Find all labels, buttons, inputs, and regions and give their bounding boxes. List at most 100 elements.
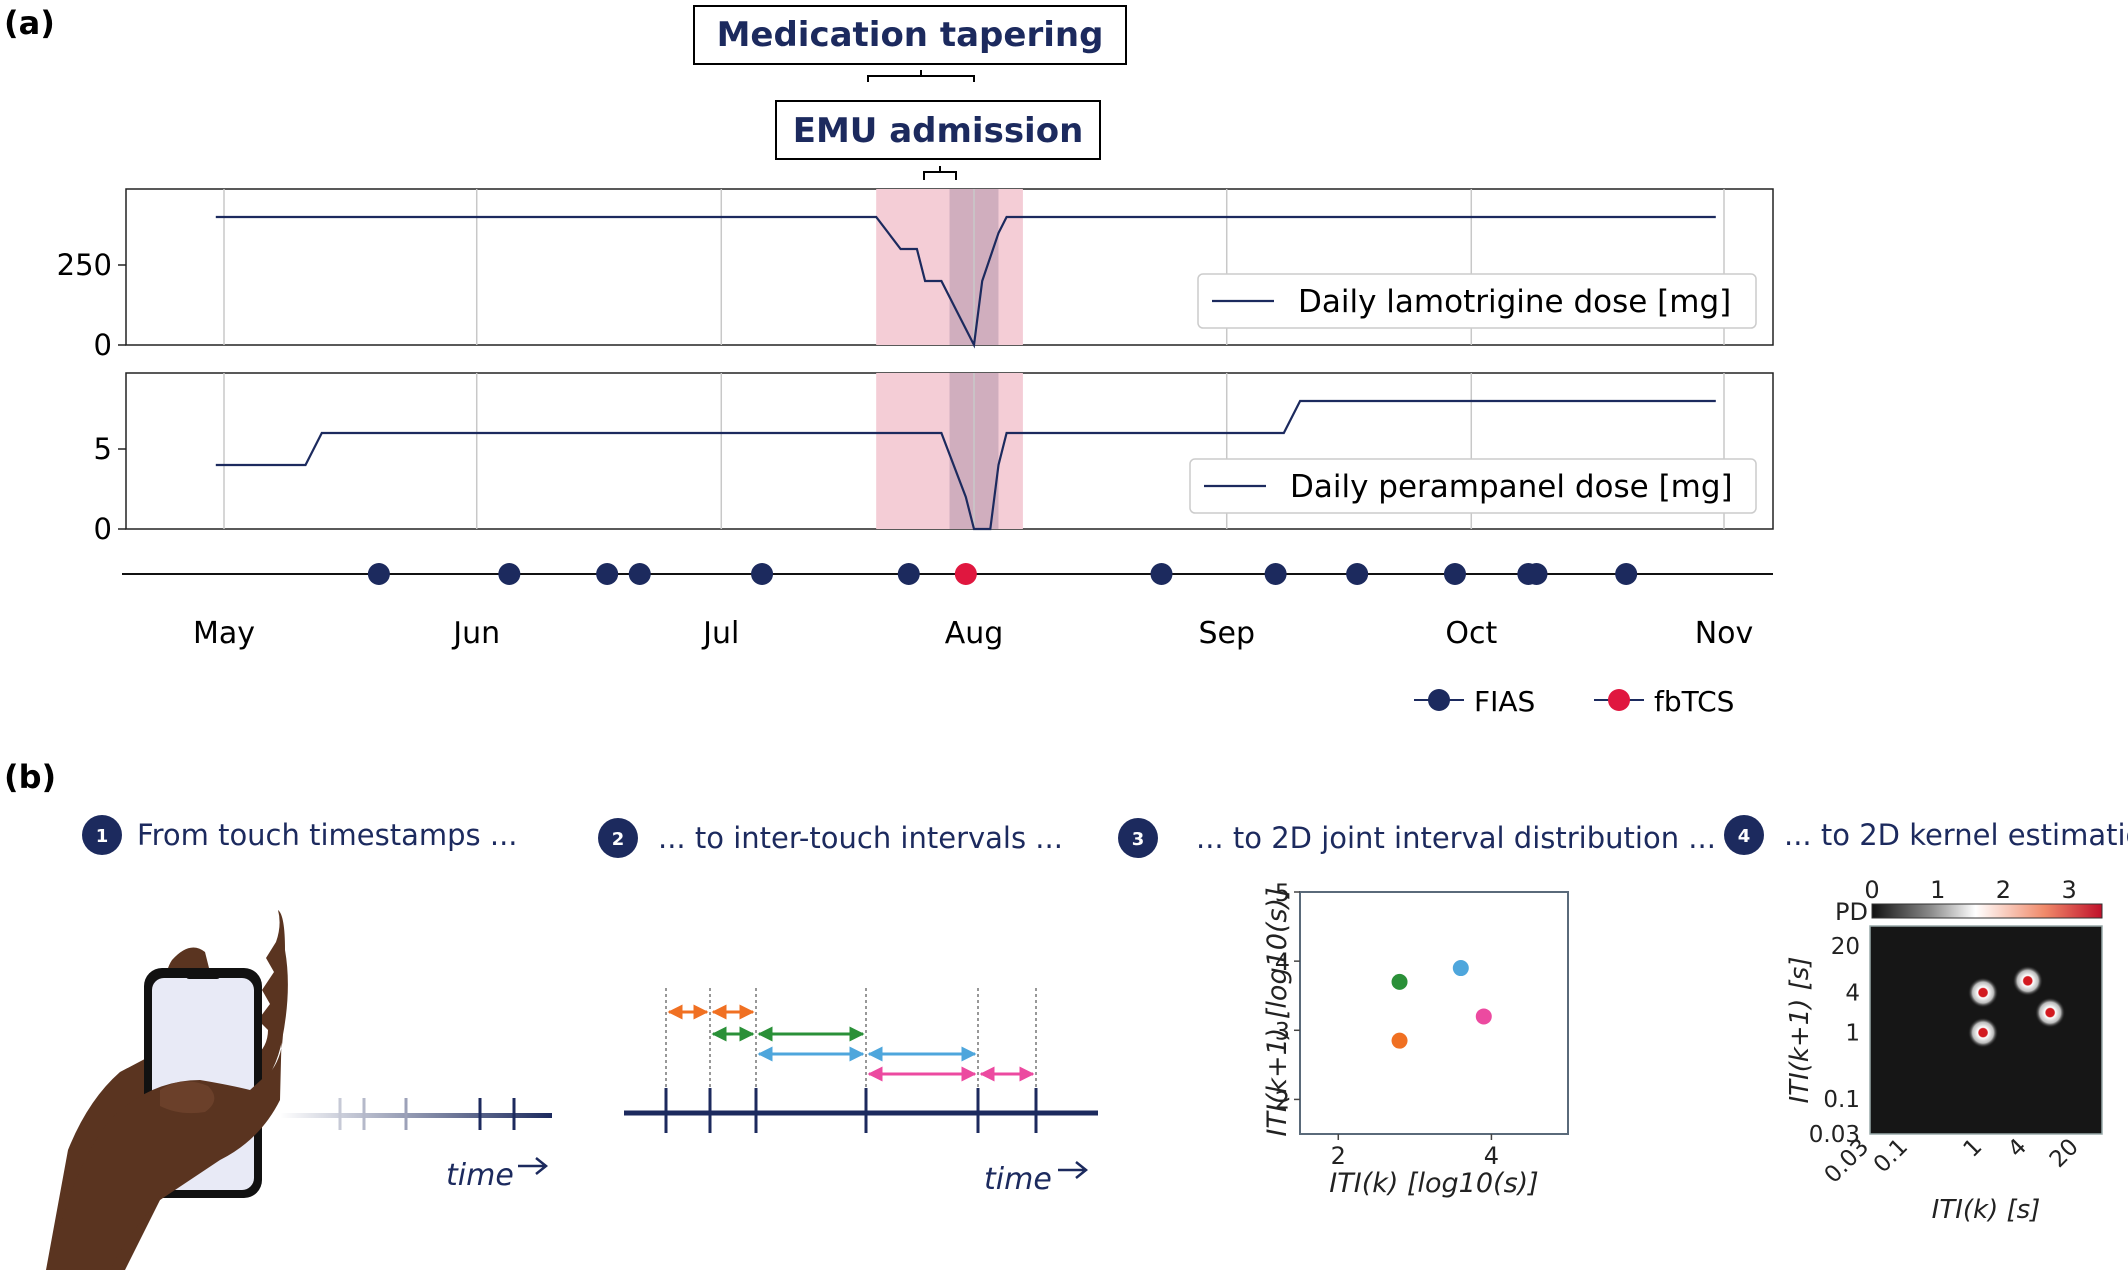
scatter-ytick-label: 5	[1275, 879, 1290, 907]
fias-point	[596, 563, 619, 585]
fias-point	[498, 563, 521, 585]
step-2-header: 2 ... to inter-touch intervals ...	[598, 818, 1063, 858]
scatter-point-orange	[1391, 1032, 1408, 1049]
fias-point	[897, 563, 920, 585]
fias-point	[751, 563, 774, 585]
scatter-ytick-label: 4	[1275, 948, 1290, 976]
kernel-xtick-label: 1	[1959, 1134, 1988, 1163]
colorbar-tick-label: 3	[2062, 876, 2077, 904]
annotation-emu-admission-text: EMU admission	[793, 111, 1084, 151]
legend-fbtcs-marker	[1608, 689, 1630, 711]
fias-point	[628, 563, 651, 585]
kernel-xtick-label: 4	[2003, 1134, 2032, 1163]
fias-point	[1264, 563, 1287, 585]
legend-text: Daily perampanel dose [mg]	[1290, 469, 1733, 505]
fias-point	[1346, 563, 1369, 585]
month-label-sep: Sep	[1198, 616, 1255, 651]
step-1-text: From touch timestamps ...	[137, 818, 518, 852]
legend-fias-text: FIAS	[1474, 685, 1535, 718]
ytick-label: 0	[94, 328, 112, 362]
scatter-ytick-label: 2	[1275, 1086, 1290, 1114]
panel-b-label: (b)	[4, 758, 56, 796]
annotation-emu-admission: EMU admission	[775, 100, 1101, 160]
step-3-text: ... to 2D joint interval distribution ..…	[1196, 821, 1716, 855]
kernel-ytick-label: 20	[1831, 934, 1860, 960]
ytick-label: 0	[94, 512, 112, 546]
scatter-frame	[1299, 891, 1569, 1135]
kernel-ytick-label: 0.1	[1823, 1087, 1860, 1113]
kernel-peak	[2012, 965, 2043, 996]
kernel-peak	[1968, 977, 1999, 1008]
ytick-label: 5	[94, 432, 112, 466]
step-1-time-arrow	[518, 1157, 549, 1175]
month-label-oct: Oct	[1445, 616, 1497, 651]
kernel-estimation-heatmap: PD ITI(k) [s] ITI(k+1) [s] 0 1 2 320410.10.…	[1785, 876, 2103, 1225]
legend-fbtcs-text: fbTCS	[1654, 685, 1734, 718]
seizure-legend: FIAS fbTCS	[1414, 685, 1734, 718]
panel-a-label: (a)	[4, 4, 55, 42]
joint-interval-scatter: ITI(k) [log10(s)] ITI(k+1) [log10(s)] 2 4…	[1262, 879, 1569, 1199]
month-label-nov: Nov	[1695, 616, 1754, 651]
step-4-number: 4	[1738, 826, 1751, 847]
kernel-ytick-label: 1	[1845, 1021, 1860, 1047]
scatter-point-green	[1391, 973, 1408, 990]
month-label-aug: Aug	[945, 616, 1004, 651]
legend-box	[1197, 273, 1757, 329]
lamotrigine-plot: 0 250 Daily lamotrigine dose [mg]	[57, 188, 1774, 362]
emu-bracket	[923, 166, 957, 180]
month-label-may: May	[193, 616, 255, 651]
kernel-xlabel: ITI(k) [s]	[1932, 1195, 2041, 1225]
scatter-ytick-label: 3	[1275, 1017, 1290, 1045]
step-3-number: 3	[1132, 829, 1145, 850]
colorbar-tick-label: 2	[1996, 876, 2011, 904]
step-2-time-arrow	[1058, 1161, 1089, 1179]
step-2-timeline: time	[624, 988, 1098, 1197]
seizure-timeline: May Jun Jul Aug Sep Oct Nov	[122, 563, 1773, 651]
annotation-medication-tapering-text: Medication tapering	[717, 15, 1104, 55]
step-1-header: 1 From touch timestamps ...	[82, 815, 518, 855]
legend-fias-marker	[1428, 689, 1450, 711]
kernel-xtick-label: 0.1	[1869, 1134, 1913, 1178]
step-1-time-label: time	[446, 1158, 514, 1193]
month-label-jul: Jul	[701, 616, 739, 651]
scatter-xtick-label: 2	[1331, 1142, 1346, 1170]
scatter-xtick-label: 4	[1484, 1142, 1499, 1170]
colorbar	[1871, 903, 2103, 919]
dose-line	[215, 215, 1716, 349]
legend-text: Daily lamotrigine dose [mg]	[1298, 284, 1731, 320]
fias-point	[367, 563, 390, 585]
fias-point	[1443, 563, 1466, 585]
scatter-xlabel: ITI(k) [log10(s)]	[1329, 1168, 1538, 1199]
step-2-number: 2	[612, 829, 625, 850]
colorbar-tick-label: 1	[1930, 876, 1945, 904]
scatter-ylabel: ITI(k+1) [log10(s)]	[1262, 887, 1293, 1136]
dose-line	[215, 399, 1716, 531]
kernel-peak	[1968, 1017, 1999, 1048]
kernel-xtick-label: 20	[2045, 1134, 2084, 1173]
step-3-header: 3 ... to 2D joint interval distribution …	[1118, 818, 1716, 858]
kernel-ylabel: ITI(k+1) [s]	[1785, 957, 1815, 1104]
step-4-header: 4 ... to 2D kernel estimation	[1724, 815, 2128, 855]
colorbar-tick-label: 0	[1864, 876, 1879, 904]
perampanel-plot: 0 5 Daily perampanel dose [mg]	[94, 372, 1774, 546]
fias-point	[1525, 563, 1548, 585]
kernel-ytick-label: 0.03	[1809, 1122, 1860, 1148]
scatter-point-pink	[1475, 1008, 1492, 1025]
kernel-peak	[2035, 997, 2066, 1028]
hand-phone-illustration	[46, 910, 288, 1270]
colorbar-label: PD	[1835, 898, 1868, 926]
fias-point	[1150, 563, 1173, 585]
ytick-label: 250	[57, 248, 112, 282]
fias-point	[1615, 563, 1638, 585]
step-1-timeline: time	[280, 1098, 552, 1193]
step-2-text: ... to inter-touch intervals ...	[658, 821, 1063, 855]
tapering-bracket	[867, 70, 975, 82]
month-label-jun: Jun	[451, 616, 500, 651]
legend-box	[1189, 458, 1757, 514]
step-1-number: 1	[96, 826, 109, 847]
step-2-time-label: time	[984, 1162, 1052, 1197]
annotation-medication-tapering: Medication tapering	[693, 5, 1127, 65]
scatter-point-blue	[1452, 960, 1469, 977]
fbtcs-point	[954, 563, 977, 585]
